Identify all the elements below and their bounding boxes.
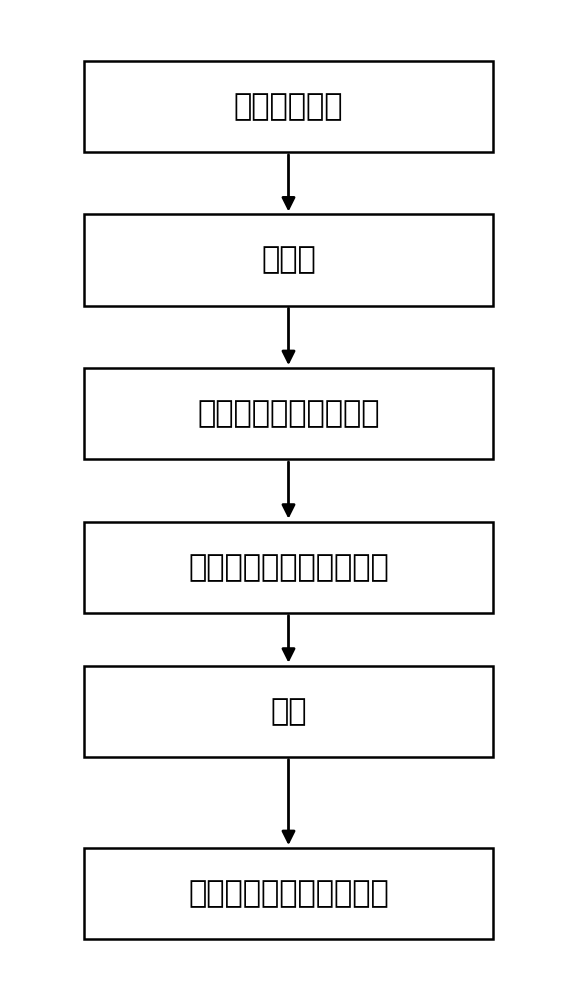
Bar <box>84 666 493 757</box>
Text: 着色: 着色 <box>270 697 307 726</box>
Text: 遍历图以查找冲突环路: 遍历图以查找冲突环路 <box>197 399 380 428</box>
Text: 图形切割以消除冲突环路: 图形切割以消除冲突环路 <box>188 553 389 582</box>
Text: 输出划分之后的版图数据: 输出划分之后的版图数据 <box>188 879 389 908</box>
Bar <box>84 214 493 306</box>
Bar <box>84 848 493 939</box>
Bar <box>84 522 493 613</box>
Text: 输入版图数据: 输入版图数据 <box>234 92 343 121</box>
Bar <box>84 61 493 152</box>
Text: 构造图: 构造图 <box>261 245 316 274</box>
Bar <box>84 368 493 459</box>
